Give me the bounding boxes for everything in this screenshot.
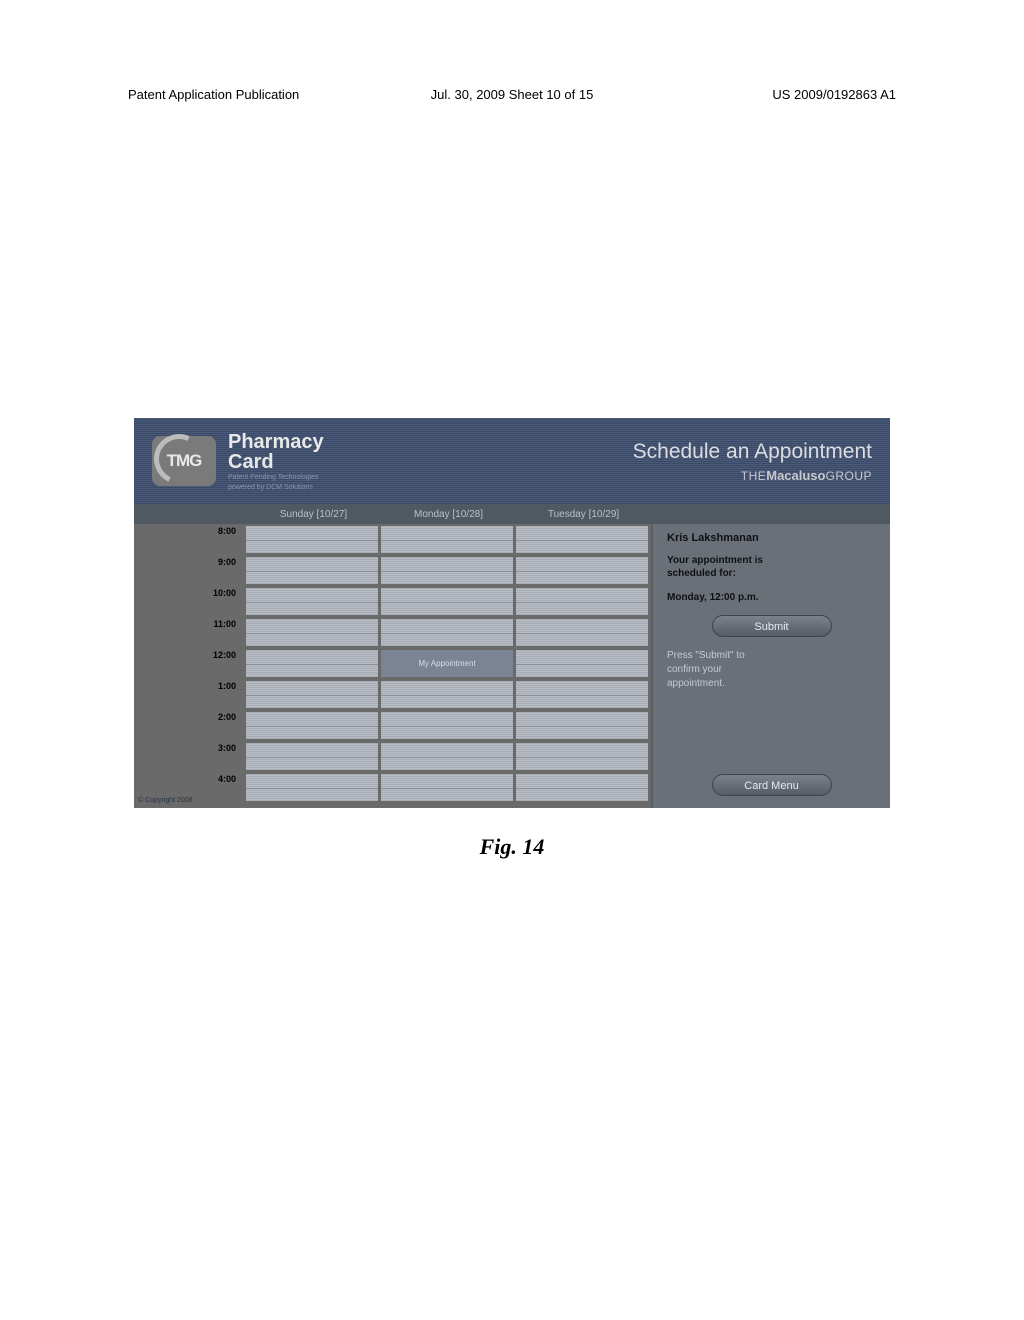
time-slot[interactable] bbox=[381, 710, 516, 741]
time-slot[interactable] bbox=[381, 586, 516, 617]
page-sub-bold: Macaluso bbox=[766, 468, 825, 483]
time-slot[interactable] bbox=[516, 741, 651, 772]
time-slot[interactable] bbox=[516, 586, 651, 617]
card-menu-button[interactable]: Card Menu bbox=[712, 774, 832, 796]
appt-label-1: Your appointment is bbox=[667, 554, 876, 567]
day-column-tue bbox=[516, 524, 651, 808]
time-slot[interactable] bbox=[246, 617, 381, 648]
time-label: 11:00 bbox=[134, 617, 246, 648]
time-slot[interactable] bbox=[246, 586, 381, 617]
page-subtitle: THEMacalusoGROUP bbox=[741, 468, 872, 483]
brand-tag2: powered by DCM Solutions bbox=[228, 484, 324, 492]
kiosk-screen: TMG Pharmacy Card Patent Pending Technol… bbox=[134, 418, 890, 808]
logo-text: TMG bbox=[167, 451, 202, 471]
time-slot[interactable] bbox=[516, 555, 651, 586]
time-slot[interactable] bbox=[381, 772, 516, 803]
time-slot[interactable] bbox=[381, 679, 516, 710]
time-label: 10:00 bbox=[134, 586, 246, 617]
day-column-mon: My Appointment bbox=[381, 524, 516, 808]
hint-line: confirm your bbox=[667, 663, 876, 677]
copyright: © Copyright 2008 bbox=[138, 797, 193, 804]
schedule-grid: 8:009:0010:0011:0012:001:002:003:004:00 … bbox=[134, 524, 651, 808]
doc-header-right: US 2009/0192863 A1 bbox=[772, 87, 896, 102]
time-slot[interactable] bbox=[381, 617, 516, 648]
day-column-sun bbox=[246, 524, 381, 808]
time-label: 3:00 bbox=[134, 741, 246, 772]
patient-name: Kris Lakshmanan bbox=[667, 532, 876, 544]
time-label: 1:00 bbox=[134, 679, 246, 710]
time-slot[interactable] bbox=[246, 524, 381, 555]
time-slot[interactable] bbox=[381, 741, 516, 772]
day-header: Tuesday [10/29] bbox=[516, 504, 651, 524]
doc-header-left: Patent Application Publication bbox=[128, 87, 299, 102]
appt-when: Monday, 12:00 p.m. bbox=[667, 592, 876, 603]
time-slot[interactable] bbox=[516, 710, 651, 741]
time-slot[interactable] bbox=[246, 741, 381, 772]
time-slot[interactable] bbox=[246, 648, 381, 679]
brand-line1: Pharmacy bbox=[228, 432, 324, 452]
time-gutter: 8:009:0010:0011:0012:001:002:003:004:00 bbox=[134, 524, 246, 808]
time-label: 9:00 bbox=[134, 555, 246, 586]
brand-line2: Card bbox=[228, 452, 324, 472]
figure: TMG Pharmacy Card Patent Pending Technol… bbox=[134, 418, 890, 860]
time-slot[interactable] bbox=[516, 617, 651, 648]
time-slot[interactable] bbox=[381, 555, 516, 586]
brand-block: Pharmacy Card Patent Pending Technologie… bbox=[228, 432, 324, 491]
day-headers: Sunday [10/27] Monday [10/28] Tuesday [1… bbox=[134, 504, 890, 524]
time-label: 8:00 bbox=[134, 524, 246, 555]
time-slot[interactable] bbox=[516, 679, 651, 710]
time-slot[interactable] bbox=[246, 772, 381, 803]
time-slot[interactable] bbox=[246, 555, 381, 586]
time-slot[interactable] bbox=[246, 679, 381, 710]
logo-badge: TMG bbox=[152, 436, 216, 486]
page-title: Schedule an Appointment bbox=[633, 440, 872, 464]
page-sub-post: GROUP bbox=[825, 469, 872, 483]
submit-hint: Press "Submit" to confirm your appointme… bbox=[667, 649, 876, 691]
hint-line: appointment. bbox=[667, 677, 876, 691]
time-slot-selected[interactable]: My Appointment bbox=[381, 648, 516, 679]
time-slot[interactable] bbox=[381, 524, 516, 555]
time-label: 12:00 bbox=[134, 648, 246, 679]
side-panel: Kris Lakshmanan Your appointment is sche… bbox=[651, 524, 890, 808]
doc-header-center: Jul. 30, 2009 Sheet 10 of 15 bbox=[431, 87, 594, 102]
time-gutter-header bbox=[134, 504, 246, 524]
time-slot[interactable] bbox=[516, 648, 651, 679]
page: Patent Application Publication Jul. 30, … bbox=[0, 0, 1024, 1320]
my-appointment-label: My Appointment bbox=[418, 659, 475, 668]
day-header: Sunday [10/27] bbox=[246, 504, 381, 524]
appt-label-2: scheduled for: bbox=[667, 567, 876, 580]
day-header: Monday [10/28] bbox=[381, 504, 516, 524]
brand-tag1: Patent Pending Technologies bbox=[228, 474, 324, 482]
time-slot[interactable] bbox=[516, 524, 651, 555]
figure-caption: Fig. 14 bbox=[134, 834, 890, 860]
submit-button[interactable]: Submit bbox=[712, 615, 832, 637]
hint-line: Press "Submit" to bbox=[667, 649, 876, 663]
time-slot[interactable] bbox=[246, 710, 381, 741]
time-label: 2:00 bbox=[134, 710, 246, 741]
banner: TMG Pharmacy Card Patent Pending Technol… bbox=[134, 418, 890, 504]
page-sub-pre: THE bbox=[741, 469, 767, 483]
time-slot[interactable] bbox=[516, 772, 651, 803]
doc-header: Patent Application Publication Jul. 30, … bbox=[128, 87, 896, 102]
